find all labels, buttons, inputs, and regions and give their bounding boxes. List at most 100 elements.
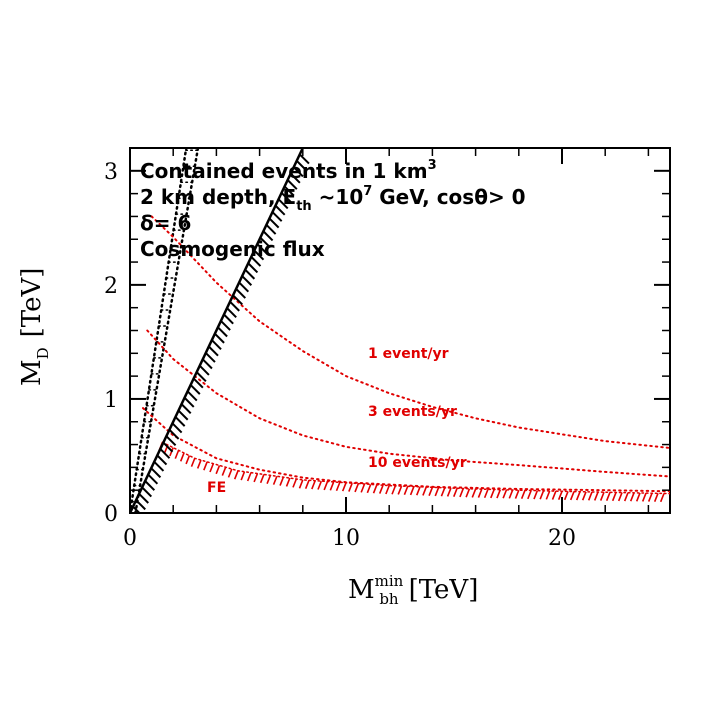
red-hatch: [465, 488, 471, 498]
red-hatch: [539, 490, 545, 500]
black-hatch: [241, 275, 253, 286]
series-line-3: [142, 407, 670, 493]
red-hatch: [209, 463, 215, 473]
black-hatch: [202, 358, 213, 370]
red-hatch: [569, 491, 575, 501]
black-hatch: [141, 486, 153, 498]
red-hatch: [233, 470, 239, 480]
red-hatch: [378, 484, 384, 494]
black-hatch: [292, 166, 304, 178]
red-hatch: [341, 482, 347, 492]
axis-tick-labels: 0 10 20 0 1 2 3: [104, 160, 576, 551]
series-label-1-event: 1 event/yr: [368, 346, 449, 362]
red-hatch: [279, 476, 285, 486]
black-hatch: [226, 307, 237, 318]
red-hatch: [581, 491, 587, 501]
red-hatch: [397, 485, 403, 495]
black-hatch: [156, 454, 168, 466]
red-hatch: [403, 486, 409, 496]
black-hatch: [286, 179, 298, 190]
black-hatch: [214, 332, 225, 344]
red-hatch: [215, 465, 221, 475]
red-hatch: [317, 480, 323, 490]
annotation-line-4: Cosmogenic flux: [140, 237, 325, 261]
x-tick-label: 10: [332, 526, 360, 551]
black-hatch: [165, 435, 177, 447]
black-hatch: [265, 224, 277, 235]
red-hatch: [545, 490, 551, 500]
black-hatch: [232, 294, 243, 306]
dotted-boundary-line-1: [130, 148, 188, 513]
black-hatch: [283, 185, 295, 197]
black-hatch: [186, 390, 198, 402]
black-hatch: [183, 397, 195, 408]
red-hatch: [575, 491, 581, 501]
red-hatch: [391, 485, 397, 495]
red-hatch: [647, 492, 653, 502]
red-hatch: [551, 490, 557, 500]
red-hatch: [366, 484, 372, 494]
black-hatch: [138, 493, 149, 504]
annotation-line-2: 2 km depth, Eth ~107 GeV, cosθ> 0: [140, 184, 526, 214]
y-tick-label: 3: [104, 160, 118, 185]
red-hatch: [659, 493, 665, 503]
red-hatch: [253, 473, 259, 483]
red-hatch: [502, 489, 508, 499]
red-hatch: [185, 455, 191, 465]
red-hatch: [221, 466, 227, 476]
black-hatch: [253, 249, 265, 261]
black-hatch: [271, 211, 283, 222]
red-hatch: [611, 492, 617, 502]
red-hatch: [434, 487, 440, 497]
red-hatch: [304, 480, 310, 489]
black-hatch: [147, 473, 159, 485]
black-hatch: [159, 448, 171, 459]
red-hatch: [422, 486, 427, 496]
red-hatch: [653, 493, 659, 503]
red-hatch: [496, 489, 502, 499]
black-hatch: [189, 384, 201, 395]
black-hatch: [259, 236, 271, 248]
red-hatch: [298, 479, 304, 489]
x-tick-label: 0: [123, 526, 137, 551]
black-hatch: [132, 505, 141, 513]
red-hatch: [527, 490, 532, 500]
region-label-fe: FE: [207, 480, 226, 496]
red-hatch: [490, 489, 495, 499]
red-hatch: [409, 486, 415, 496]
annotation-line-1: Contained events in 1 km3: [140, 158, 437, 183]
y-tick-label: 2: [104, 274, 118, 299]
red-hatch: [629, 492, 635, 502]
black-hatch: [153, 461, 165, 472]
black-hatch: [180, 403, 192, 415]
red-hatch: [508, 489, 514, 499]
red-hatch: [292, 478, 298, 488]
black-hatch: [192, 377, 204, 389]
red-hatch: [266, 475, 272, 485]
red-hatch: [174, 449, 180, 459]
red-hatch: [477, 488, 483, 498]
black-hatch: [144, 480, 156, 491]
red-hatch: [446, 487, 452, 497]
red-hatch: [323, 481, 329, 491]
y-tick-label: 0: [104, 502, 118, 527]
black-hatch: [274, 204, 286, 216]
black-hatch: [268, 217, 280, 229]
black-hatch: [208, 345, 219, 357]
black-hatch: [220, 320, 231, 331]
red-hatch: [557, 491, 563, 500]
black-hatch: [289, 172, 301, 184]
black-hatch: [217, 326, 228, 338]
red-hatch: [563, 491, 569, 501]
annotation-line-3: δ= 6: [140, 211, 191, 235]
red-hatch: [348, 482, 353, 492]
black-hatch: [229, 300, 240, 312]
black-hatch: [162, 441, 174, 453]
black-hatch: [223, 313, 234, 325]
red-hatch: [372, 484, 378, 494]
y-axis-label: MD[TeV]: [17, 268, 52, 386]
red-hatch: [520, 490, 526, 500]
red-hatch: [272, 475, 278, 485]
red-hatch: [623, 492, 629, 502]
y-tick-label: 1: [104, 388, 118, 413]
